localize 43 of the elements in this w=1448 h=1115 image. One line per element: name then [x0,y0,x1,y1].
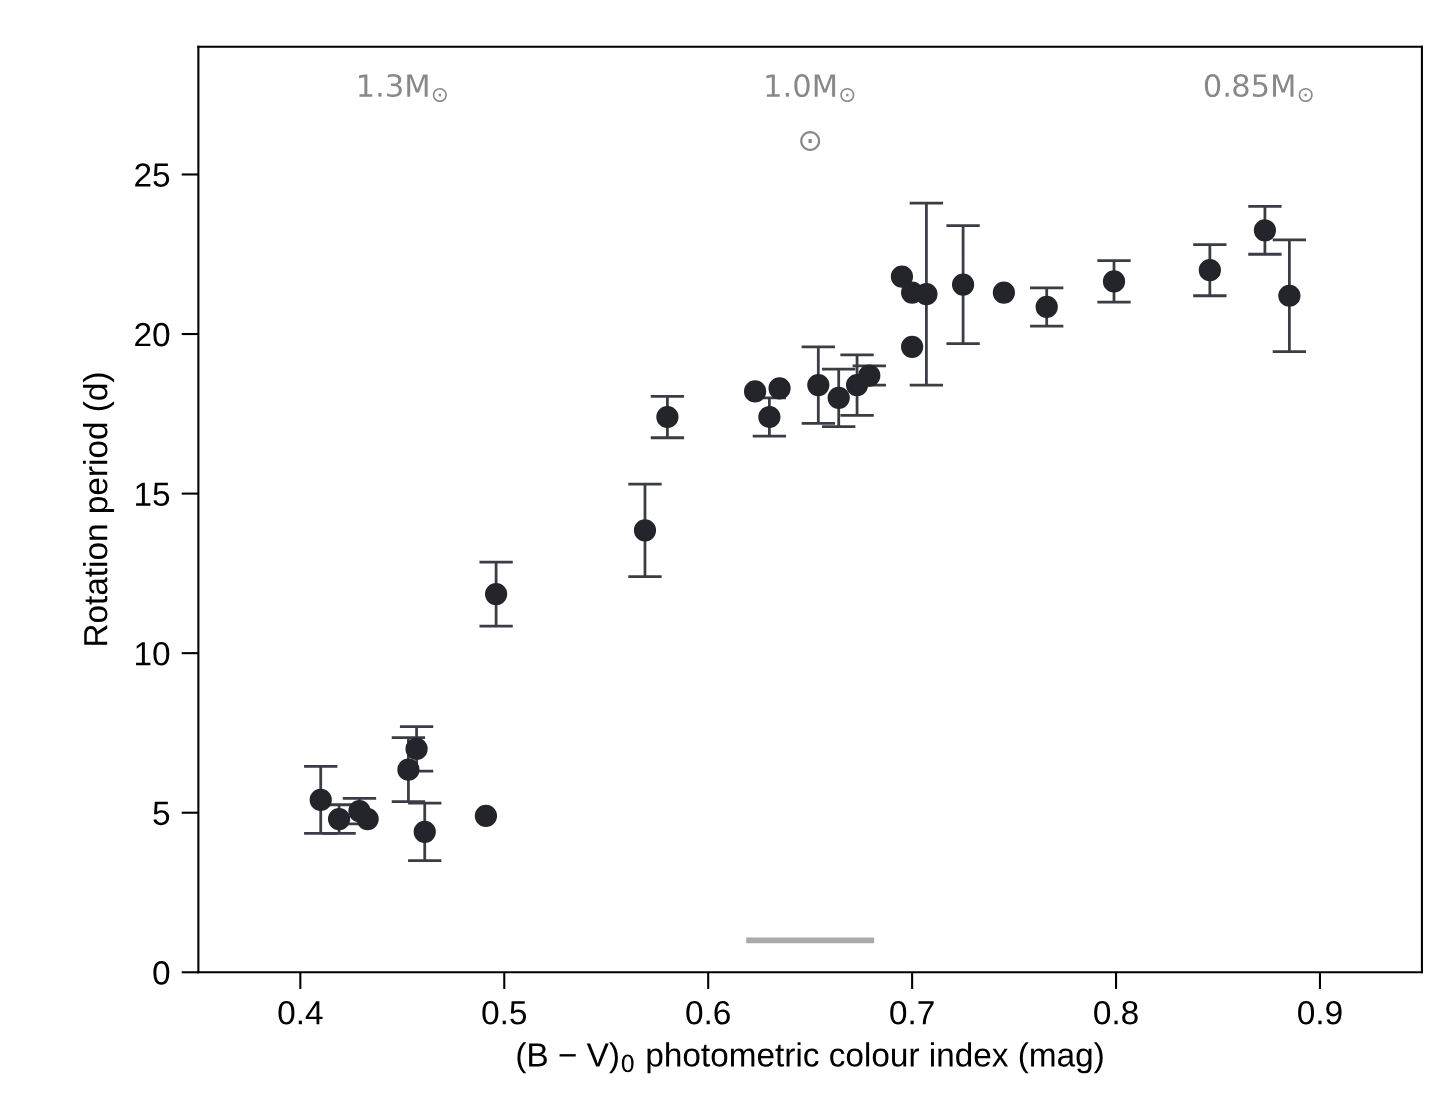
x-tick-label: 0.6 [686,1000,730,1025]
y-tick-label: 5 [153,801,170,826]
point [951,273,975,296]
point [413,820,436,843]
point [656,405,679,429]
point [484,583,508,606]
y-tick-label: 10 [136,641,170,666]
point [768,377,791,400]
annotation: ⊙ [800,130,821,152]
y-tick-label: 25 [135,163,170,187]
point [915,283,938,306]
point [1278,284,1301,307]
annotation: 0.85M$_{⊙}$ [1204,73,1313,102]
point [807,373,830,397]
x-tick-label: 0.7 [890,1000,934,1025]
point [743,380,767,403]
annotation: 1.0M$_{⊙}$ [766,73,855,102]
point [992,281,1015,304]
point [474,804,498,828]
point [309,788,332,812]
y-tick-label: 15 [136,482,170,507]
point [356,807,379,831]
point [1253,219,1277,242]
y-tick-label: 20 [135,322,170,347]
x-tick-label: 0.5 [482,1000,527,1025]
point [827,386,850,409]
x-tick-label: 0.9 [1298,1000,1342,1025]
point [890,265,914,288]
point [858,364,881,387]
point [1035,295,1058,319]
annotation: 1.3M$_{⊙}$ [359,73,447,102]
point [405,737,428,761]
y-axis-title: Rotation period (d) [83,373,115,645]
point [1102,270,1126,293]
x-tick-label: 0.4 [278,1000,323,1025]
x-tick-label: 0.8 [1094,1000,1138,1025]
point [397,758,420,781]
x-axis-title: (B − V)$_{0}$ photometric colour index (mag) [517,1042,1103,1074]
point [901,335,924,358]
point [1198,259,1221,282]
point [633,519,657,542]
y-tick-label: 0 [153,961,170,985]
point [758,405,781,429]
